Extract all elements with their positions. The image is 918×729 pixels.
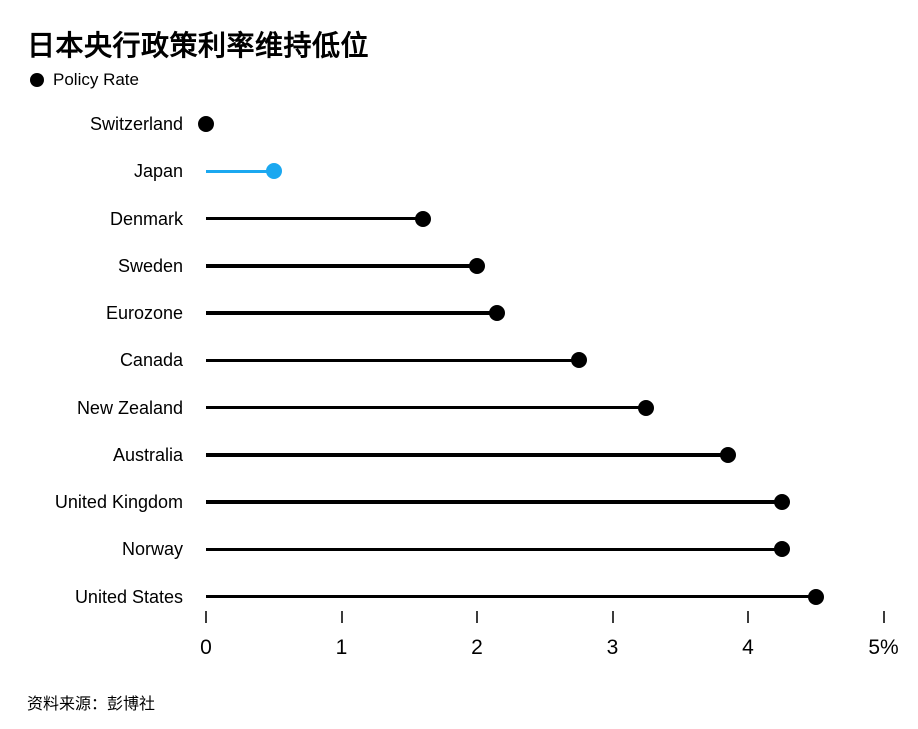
category-label: Japan <box>133 161 183 182</box>
x-axis-tick <box>205 611 207 623</box>
lollipop-line <box>206 594 816 599</box>
category-label: Australia <box>112 444 183 465</box>
x-axis-tick <box>747 611 749 623</box>
data-point-dot <box>414 210 431 227</box>
x-axis-tick <box>476 611 478 623</box>
category-label: Canada <box>119 350 183 371</box>
data-point-dot <box>773 494 790 510</box>
data-point-dot <box>638 399 655 416</box>
legend-label: Policy Rate <box>53 70 139 89</box>
category-label: New Zealand <box>76 397 183 418</box>
lollipop-line <box>206 169 274 173</box>
category-label: United States <box>74 586 183 607</box>
lollipop-line <box>206 216 423 221</box>
chart-title: 日本央行政策利率维持低位 <box>27 30 370 61</box>
chart-legend: Policy Rate <box>30 70 139 90</box>
lollipop-line <box>206 547 782 551</box>
x-axis-tick <box>340 611 343 623</box>
x-axis-tick <box>611 611 614 623</box>
source-note: 资料来源：彭博社 <box>27 696 156 713</box>
lollipop-line <box>206 500 782 504</box>
category-label: Switzerland <box>89 114 183 134</box>
lollipop-line <box>206 311 498 315</box>
legend-dot-icon <box>30 73 44 87</box>
data-point-dot <box>807 588 824 605</box>
category-label: Eurozone <box>105 303 183 323</box>
category-label: Norway <box>121 539 183 560</box>
data-point-dot <box>469 257 485 274</box>
data-point-dot <box>198 116 214 132</box>
category-label: Denmark <box>109 208 183 229</box>
x-axis-tick <box>882 611 885 623</box>
x-axis-tick-label: 1 <box>335 636 348 659</box>
x-axis-tick-label: 5% <box>868 636 899 659</box>
x-axis-tick-label: 0 <box>200 636 212 659</box>
lollipop-line <box>206 405 647 410</box>
x-axis-tick-label: 3 <box>606 636 619 659</box>
x-axis-tick-label: 4 <box>742 636 754 659</box>
data-point-dot <box>265 163 282 180</box>
category-label: Sweden <box>117 255 183 276</box>
data-point-dot <box>489 305 506 321</box>
lollipop-line <box>206 453 728 457</box>
x-axis-tick-label: 2 <box>471 636 483 659</box>
category-label: United Kingdom <box>54 492 183 512</box>
data-point-dot <box>773 541 790 558</box>
lollipop-line <box>206 358 579 362</box>
lollipop-line <box>206 264 477 268</box>
data-point-dot <box>719 446 736 463</box>
data-point-dot <box>570 352 587 369</box>
